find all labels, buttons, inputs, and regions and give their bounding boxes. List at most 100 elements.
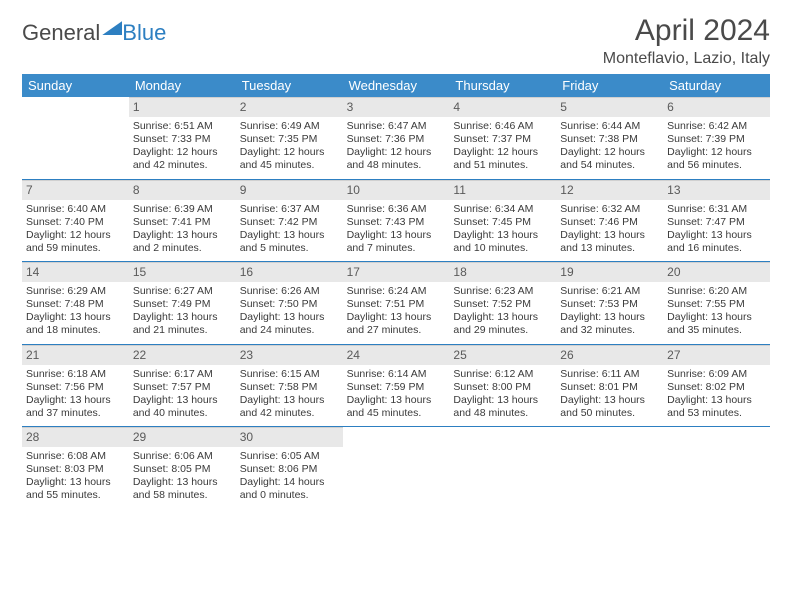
day-number: 20 <box>663 262 770 282</box>
daylight-text: Daylight: 12 hours and 45 minutes. <box>240 146 339 172</box>
day-header-row: Sunday Monday Tuesday Wednesday Thursday… <box>22 74 770 97</box>
day-number: 17 <box>343 262 450 282</box>
sunset-text: Sunset: 7:43 PM <box>347 216 446 229</box>
sunrise-text: Sunrise: 6:36 AM <box>347 203 446 216</box>
location-label: Monteflavio, Lazio, Italy <box>603 50 770 68</box>
calendar-cell: 12 Sunrise: 6:32 AMSunset: 7:46 PMDayligh… <box>556 180 663 262</box>
brand-logo: General Blue <box>22 20 166 46</box>
sunrise-text: Sunrise: 6:31 AM <box>667 203 766 216</box>
sunrise-text: Sunrise: 6:05 AM <box>240 450 339 463</box>
day-header: Thursday <box>449 74 556 97</box>
sunrise-text: Sunrise: 6:44 AM <box>560 120 659 133</box>
day-number: 22 <box>129 345 236 365</box>
sunrise-text: Sunrise: 6:17 AM <box>133 368 232 381</box>
month-title: April 2024 <box>603 14 770 48</box>
calendar-cell: 18Sunrise: 6:23 AMSunset: 7:52 PMDayligh… <box>449 262 556 344</box>
sunrise-text: Sunrise: 6:49 AM <box>240 120 339 133</box>
sunset-text: Sunset: 7:39 PM <box>667 133 766 146</box>
sunset-text: Sunset: 8:06 PM <box>240 463 339 476</box>
day-number: 16 <box>236 262 343 282</box>
daylight-text: Daylight: 13 hours and 18 minutes. <box>26 311 125 337</box>
calendar-cell: 22Sunrise: 6:17 AMSunset: 7:57 PMDayligh… <box>129 345 236 427</box>
daylight-text: Daylight: 13 hours and 32 minutes. <box>560 311 659 337</box>
sunset-text: Sunset: 7:35 PM <box>240 133 339 146</box>
sunrise-text: Sunrise: 6:06 AM <box>133 450 232 463</box>
day-number: 29 <box>129 427 236 447</box>
daylight-text: Daylight: 13 hours and 42 minutes. <box>240 394 339 420</box>
daylight-text: Daylight: 13 hours and 58 minutes. <box>133 476 232 502</box>
daylight-text: Daylight: 13 hours and 55 minutes. <box>26 476 125 502</box>
daylight-text: Daylight: 12 hours and 56 minutes. <box>667 146 766 172</box>
day-number: 24 <box>343 345 450 365</box>
sunrise-text: Sunrise: 6:42 AM <box>667 120 766 133</box>
calendar-cell: 11Sunrise: 6:34 AMSunset: 7:45 PMDayligh… <box>449 180 556 262</box>
sunrise-text: Sunrise: 6:40 AM <box>26 203 125 216</box>
day-number: 4 <box>449 97 556 117</box>
daylight-text: Daylight: 13 hours and 24 minutes. <box>240 311 339 337</box>
sunset-text: Sunset: 7:55 PM <box>667 298 766 311</box>
sunrise-text: Sunrise: 6:26 AM <box>240 285 339 298</box>
day-header: Monday <box>129 74 236 97</box>
day-number: 21 <box>22 345 129 365</box>
brand-part1: General <box>22 20 100 46</box>
daylight-text: Daylight: 13 hours and 35 minutes. <box>667 311 766 337</box>
calendar-cell <box>343 427 450 509</box>
calendar-cell: 7 Sunrise: 6:40 AMSunset: 7:40 PMDaylight… <box>22 180 129 262</box>
sunrise-text: Sunrise: 6:32 AM <box>560 203 659 216</box>
sunset-text: Sunset: 7:36 PM <box>347 133 446 146</box>
calendar-cell: 13Sunrise: 6:31 AMSunset: 7:47 PMDayligh… <box>663 180 770 262</box>
sunset-text: Sunset: 8:05 PM <box>133 463 232 476</box>
day-number: 25 <box>449 345 556 365</box>
calendar-cell: 21Sunrise: 6:18 AMSunset: 7:56 PMDayligh… <box>22 345 129 427</box>
sunset-text: Sunset: 7:56 PM <box>26 381 125 394</box>
sunset-text: Sunset: 7:53 PM <box>560 298 659 311</box>
daylight-text: Daylight: 13 hours and 7 minutes. <box>347 229 446 255</box>
calendar-cell: 9Sunrise: 6:37 AMSunset: 7:42 PMDaylight… <box>236 180 343 262</box>
sunrise-text: Sunrise: 6:20 AM <box>667 285 766 298</box>
calendar-week: 14Sunrise: 6:29 AMSunset: 7:48 PMDayligh… <box>22 262 770 345</box>
calendar-cell: 20 Sunrise: 6:20 AMSunset: 7:55 PMDayligh… <box>663 262 770 344</box>
day-number: 5 <box>556 97 663 117</box>
daylight-text: Daylight: 12 hours and 59 minutes. <box>26 229 125 255</box>
day-number: 28 <box>22 427 129 447</box>
brand-part2: Blue <box>122 20 166 46</box>
sunrise-text: Sunrise: 6:12 AM <box>453 368 552 381</box>
day-number: 26 <box>556 345 663 365</box>
sunset-text: Sunset: 7:40 PM <box>26 216 125 229</box>
sunset-text: Sunset: 7:46 PM <box>560 216 659 229</box>
sunrise-text: Sunrise: 6:18 AM <box>26 368 125 381</box>
sunset-text: Sunset: 8:01 PM <box>560 381 659 394</box>
calendar-cell: 1Sunrise: 6:51 AMSunset: 7:33 PMDaylight… <box>129 97 236 179</box>
day-number: 6 <box>663 97 770 117</box>
calendar-cell: 23Sunrise: 6:15 AMSunset: 7:58 PMDayligh… <box>236 345 343 427</box>
daylight-text: Daylight: 13 hours and 2 minutes. <box>133 229 232 255</box>
sunrise-text: Sunrise: 6:51 AM <box>133 120 232 133</box>
calendar-cell: 6 Sunrise: 6:42 AMSunset: 7:39 PMDaylight… <box>663 97 770 179</box>
sunrise-text: Sunrise: 6:08 AM <box>26 450 125 463</box>
day-number: 3 <box>343 97 450 117</box>
calendar-week: 21 Sunrise: 6:18 AMSunset: 7:56 PM Dayligh… <box>22 345 770 428</box>
day-header: Wednesday <box>343 74 450 97</box>
day-number: 12 <box>556 180 663 200</box>
calendar-cell: 27Sunrise: 6:09 AMSunset: 8:02 PMDayligh… <box>663 345 770 427</box>
daylight-text: Daylight: 13 hours and 50 minutes. <box>560 394 659 420</box>
daylight-text: Daylight: 13 hours and 13 minutes. <box>560 229 659 255</box>
day-number: 23 <box>236 345 343 365</box>
calendar-cell: 10Sunrise: 6:36 AMSunset: 7:43 PMDayligh… <box>343 180 450 262</box>
calendar-cell: 3Sunrise: 6:47 AMSunset: 7:36 PMDaylight… <box>343 97 450 179</box>
daylight-text: Daylight: 12 hours and 54 minutes. <box>560 146 659 172</box>
sunset-text: Sunset: 7:59 PM <box>347 381 446 394</box>
sunrise-text: Sunrise: 6:15 AM <box>240 368 339 381</box>
day-number: 19 <box>556 262 663 282</box>
daylight-text: Daylight: 13 hours and 16 minutes. <box>667 229 766 255</box>
sunset-text: Sunset: 7:49 PM <box>133 298 232 311</box>
sunset-text: Sunset: 7:41 PM <box>133 216 232 229</box>
calendar-cell: 17Sunrise: 6:24 AMSunset: 7:51 PMDayligh… <box>343 262 450 344</box>
day-header: Sunday <box>22 74 129 97</box>
calendar-cell: 15Sunrise: 6:27 AMSunset: 7:49 PMDayligh… <box>129 262 236 344</box>
day-number: 7 <box>22 180 129 200</box>
daylight-text: Daylight: 12 hours and 48 minutes. <box>347 146 446 172</box>
calendar-cell: 29 Sunrise: 6:06 AMSunset: 8:05 PMDayligh… <box>129 427 236 509</box>
calendar-cell: 2Sunrise: 6:49 AMSunset: 7:35 PMDaylight… <box>236 97 343 179</box>
day-number: 9 <box>236 180 343 200</box>
